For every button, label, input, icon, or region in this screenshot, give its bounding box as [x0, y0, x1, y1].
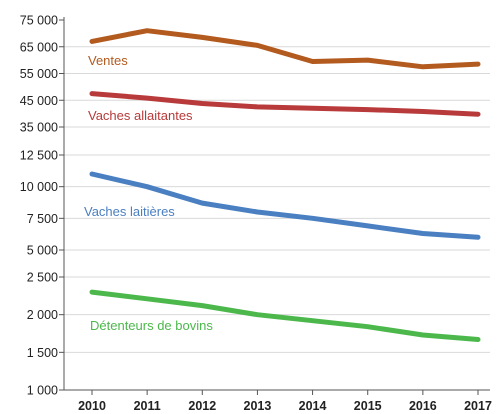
y-tick-label: 1 000 — [27, 384, 58, 398]
x-tick-label: 2010 — [78, 399, 106, 413]
y-tick-label: 75 000 — [20, 14, 58, 28]
y-tick-label: 7 500 — [27, 212, 58, 226]
y-tick-label: 2 500 — [27, 271, 58, 285]
series-line — [89, 171, 481, 240]
series-line — [89, 91, 481, 117]
y-tick-label: 55 000 — [20, 67, 58, 81]
x-tick-label: 2017 — [464, 399, 492, 413]
x-tick-label: 2014 — [299, 399, 327, 413]
series-lines — [89, 28, 481, 342]
y-tick-label: 65 000 — [20, 40, 58, 54]
labels: Ventes Vaches allaitantes Vaches laitières… — [84, 53, 213, 333]
y-tick-label: 10 000 — [20, 180, 58, 194]
series-label: Vaches allaitantes — [88, 108, 193, 123]
y-tick-label: 2 000 — [27, 308, 58, 322]
axes: 75 000 65 000 55 000 45 000 35 000 12 500 10 0… — [20, 14, 492, 414]
series-label: Ventes — [88, 53, 128, 68]
y-tick-label: 5 000 — [27, 244, 58, 258]
series-label: Détenteurs de bovins — [90, 318, 213, 333]
x-tick-label: 2016 — [409, 399, 437, 413]
y-tick-label: 45 000 — [20, 94, 58, 108]
series-label: Vaches laitières — [84, 204, 175, 219]
x-tick-label: 2012 — [188, 399, 216, 413]
x-tick-label: 2011 — [134, 399, 161, 413]
series-line — [89, 289, 481, 342]
x-tick-label: 2015 — [354, 399, 382, 413]
y-tick-label: 35 000 — [20, 121, 58, 135]
series-line — [89, 28, 481, 70]
y-tick-label: 1 500 — [27, 346, 58, 360]
x-tick-label: 2013 — [244, 399, 272, 413]
y-tick-label: 12 500 — [20, 149, 58, 163]
